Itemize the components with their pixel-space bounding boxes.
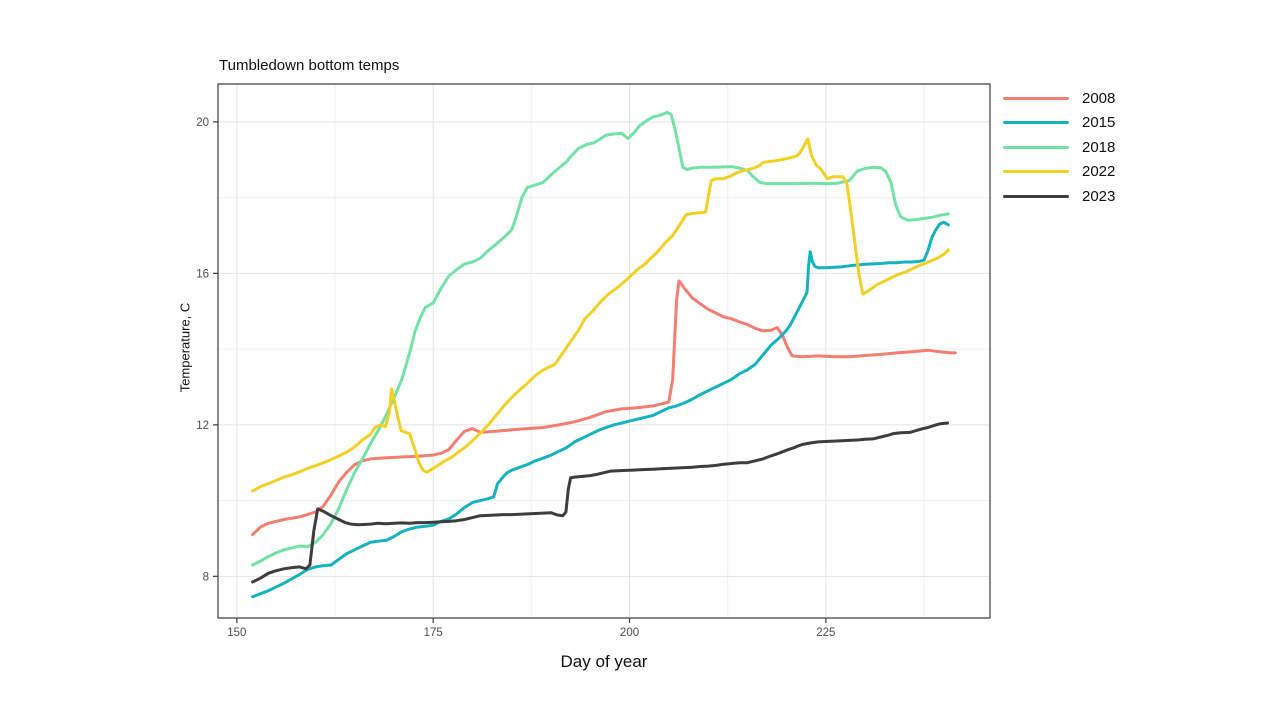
x-tick-label-150: 150 bbox=[227, 627, 246, 639]
legend-line-swatch-2023 bbox=[1003, 194, 1069, 198]
series-line-2015 bbox=[251, 220, 950, 599]
y-axis-label: Temperature, C bbox=[177, 302, 193, 393]
y-tick-label-16: 16 bbox=[196, 268, 209, 280]
series-line-2018 bbox=[251, 110, 950, 567]
series-line-2022 bbox=[251, 137, 950, 493]
legend-label-2018: 2018 bbox=[1082, 138, 1116, 156]
legend-label-2023: 2023 bbox=[1082, 187, 1116, 205]
legend-label-2022: 2022 bbox=[1082, 163, 1116, 181]
panel-border bbox=[217, 83, 991, 619]
x-tick-label-200: 200 bbox=[620, 627, 639, 639]
legend: 2008 2015 2018 2022 2023 bbox=[1003, 86, 1115, 209]
legend-label-2015: 2015 bbox=[1082, 114, 1116, 132]
legend-line-swatch-2018 bbox=[1003, 145, 1069, 149]
x-axis-label: Day of year bbox=[560, 652, 648, 671]
legend-line-swatch-2015 bbox=[1003, 121, 1069, 125]
y-tick-label-8: 8 bbox=[203, 571, 209, 583]
legend-item-2018: 2018 bbox=[1003, 135, 1115, 160]
legend-label-2008: 2008 bbox=[1082, 89, 1116, 107]
panel-background bbox=[218, 84, 990, 618]
legend-item-2022: 2022 bbox=[1003, 160, 1115, 185]
legend-item-2015: 2015 bbox=[1003, 111, 1115, 136]
x-tick-label-225: 225 bbox=[816, 627, 835, 639]
legend-item-2008: 2008 bbox=[1003, 86, 1115, 111]
series-line-2023 bbox=[251, 421, 950, 584]
legend-item-2023: 2023 bbox=[1003, 184, 1115, 209]
legend-line-swatch-2008 bbox=[1003, 96, 1069, 100]
y-tick-label-12: 12 bbox=[196, 420, 209, 432]
y-tick-label-20: 20 bbox=[196, 117, 209, 129]
legend-line-swatch-2022 bbox=[1003, 170, 1069, 174]
chart-title: Tumbledown bottom temps bbox=[219, 57, 400, 74]
x-tick-label-175: 175 bbox=[424, 627, 443, 639]
